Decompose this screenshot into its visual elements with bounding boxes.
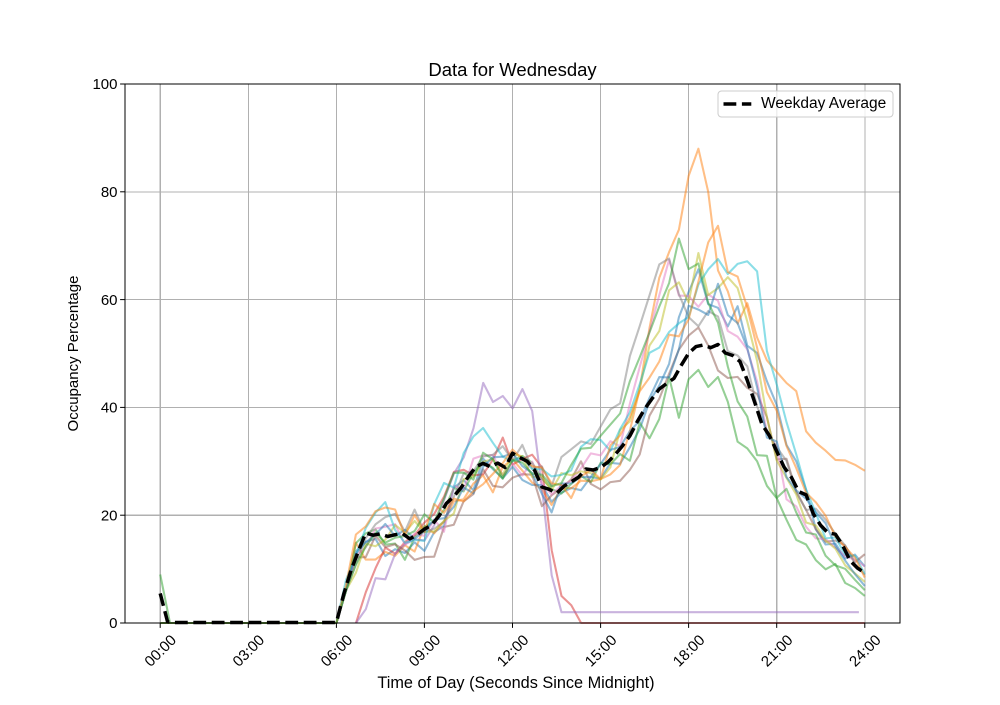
- svg-text:100: 100: [92, 76, 117, 93]
- svg-text:20: 20: [101, 507, 118, 524]
- svg-text:80: 80: [101, 184, 118, 201]
- svg-text:Time of Day (Seconds Since Mid: Time of Day (Seconds Since Midnight): [377, 674, 654, 692]
- svg-text:60: 60: [101, 292, 118, 309]
- svg-text:0: 0: [109, 615, 117, 632]
- svg-text:Weekday Average: Weekday Average: [761, 95, 886, 112]
- svg-text:Data for Wednesday: Data for Wednesday: [428, 59, 597, 80]
- svg-text:40: 40: [101, 400, 118, 417]
- svg-text:Occupancy Percentage: Occupancy Percentage: [65, 276, 82, 432]
